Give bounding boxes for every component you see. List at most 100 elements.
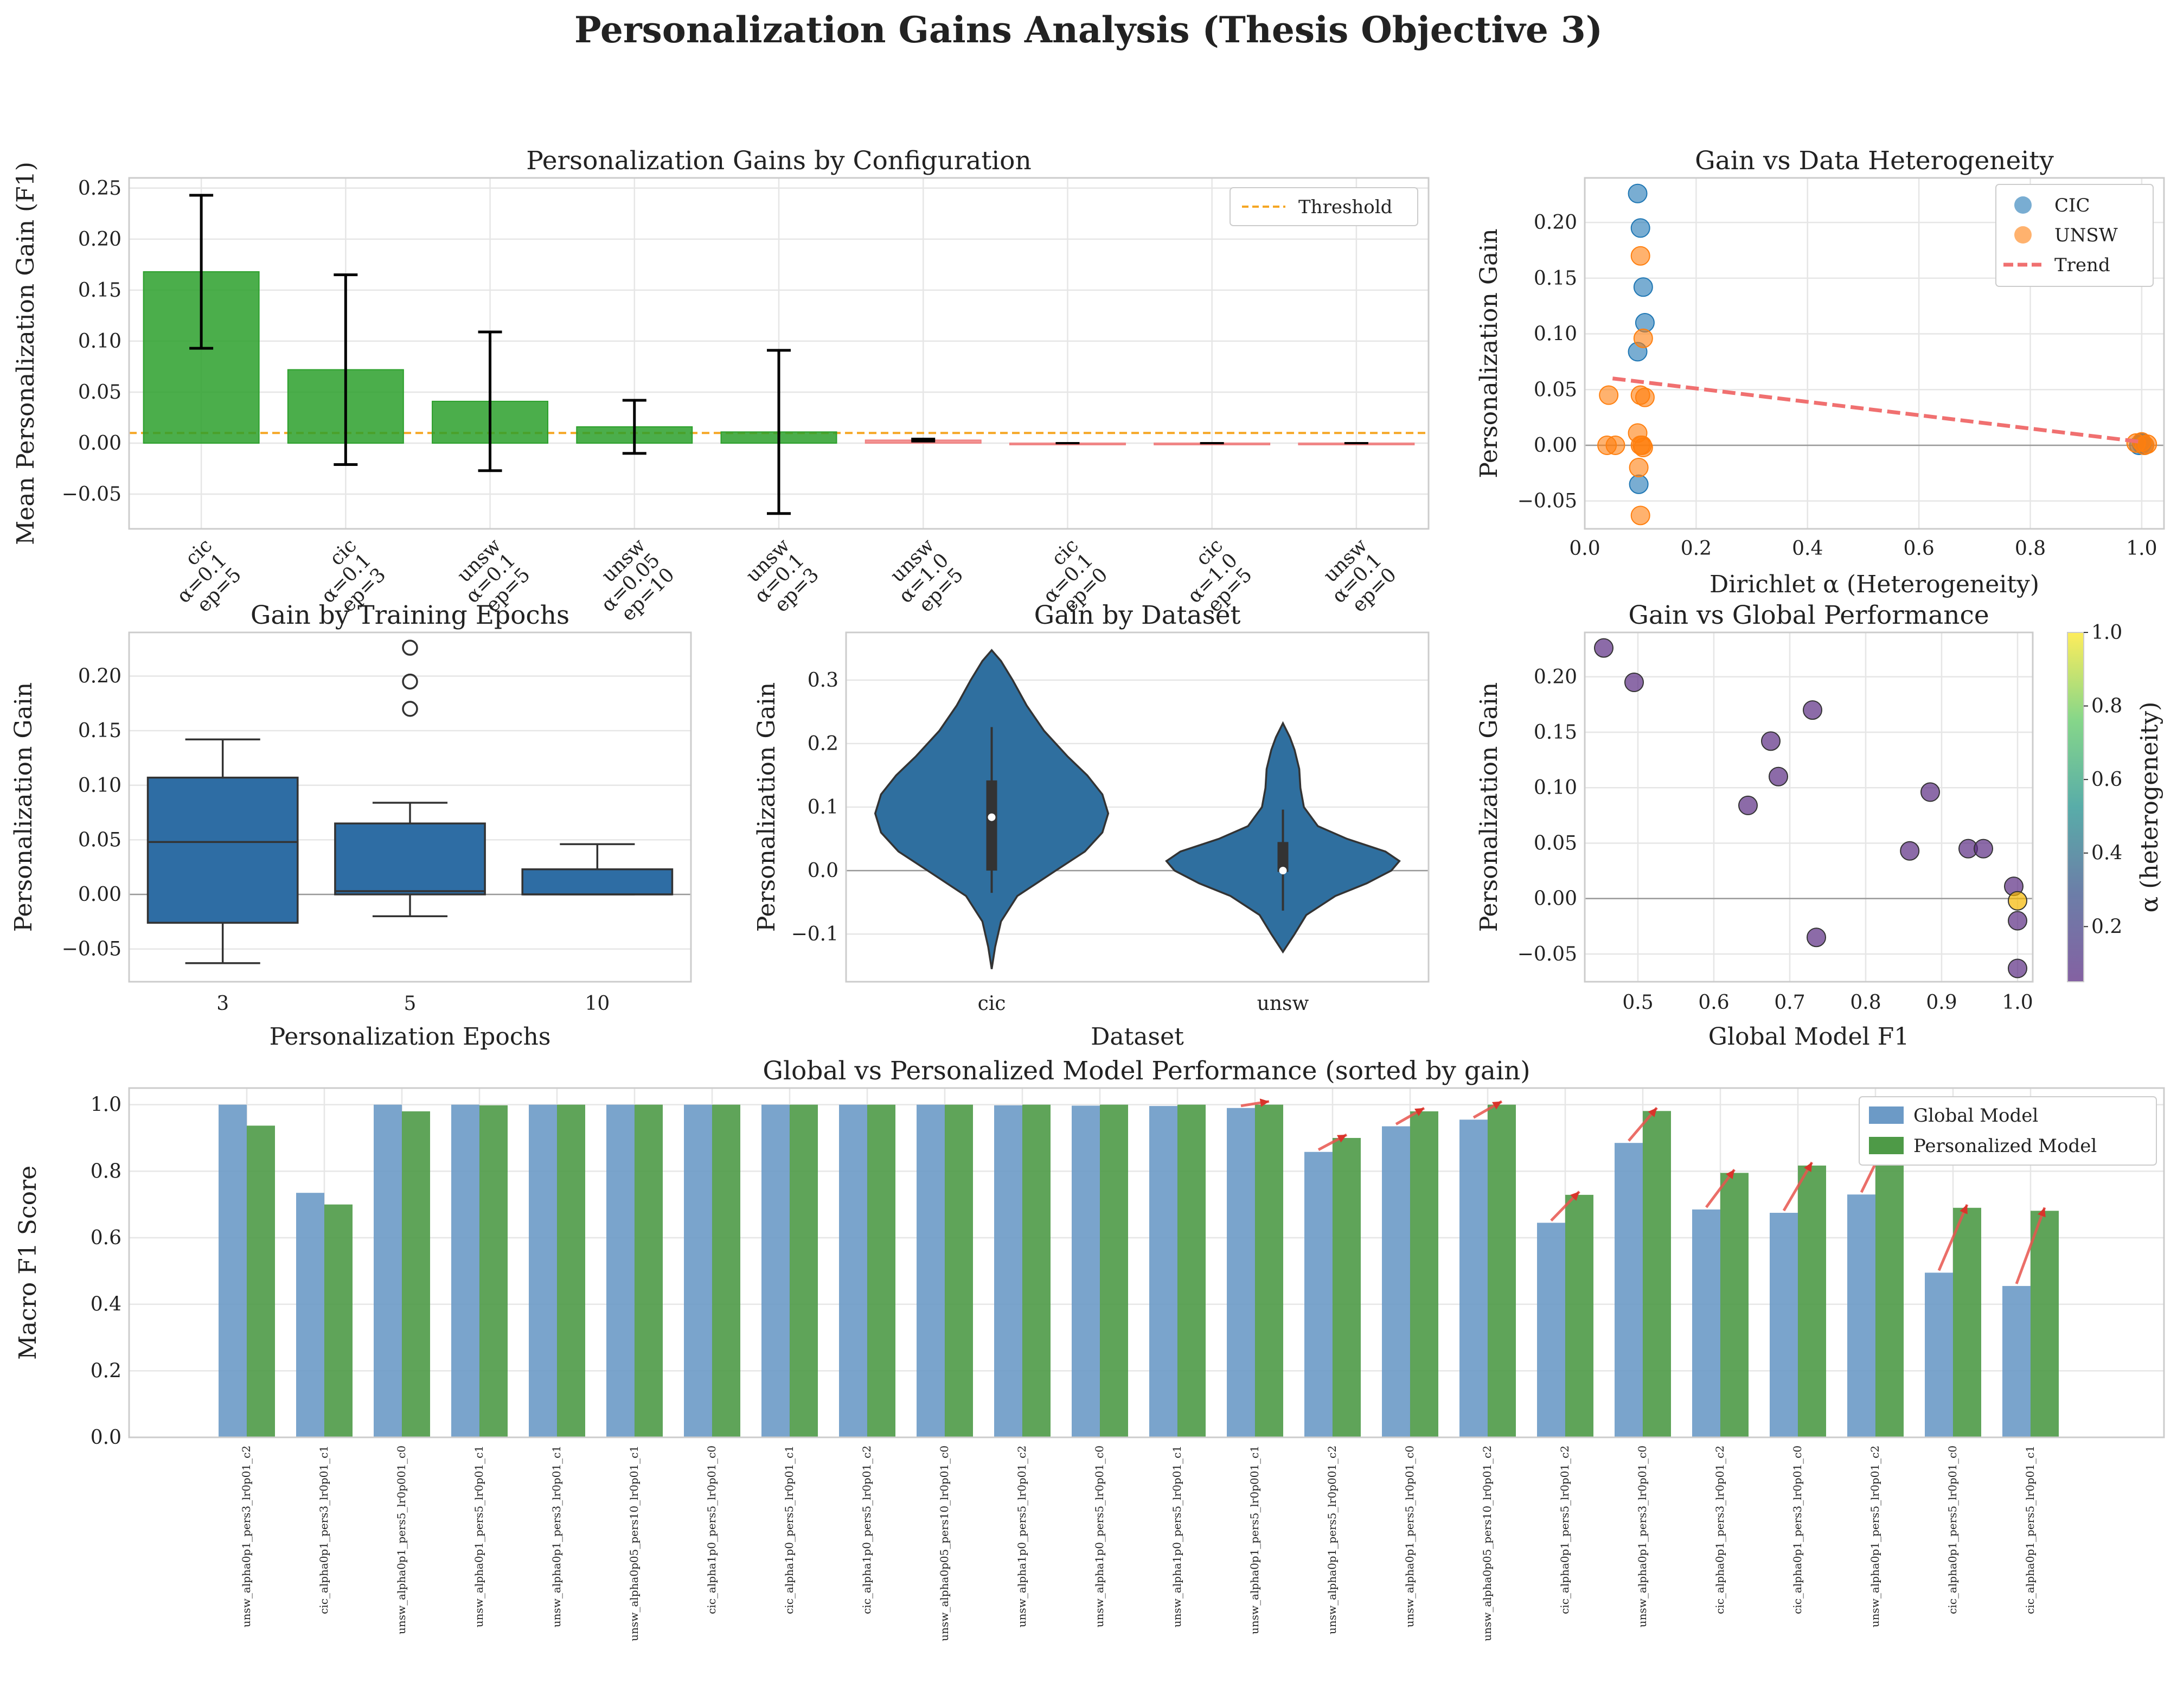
personalized-model-bar — [1565, 1194, 1593, 1437]
y-tick-label: 0.0 — [808, 860, 838, 882]
violin-median — [1279, 867, 1287, 875]
legend-trend-label: Trend — [2054, 254, 2110, 276]
legend-cic-marker — [2014, 196, 2032, 214]
colorbar — [2067, 632, 2084, 982]
y-tick-label: 0.8 — [91, 1160, 121, 1182]
axes-title: Global vs Personalized Model Performance… — [763, 1056, 1530, 1086]
y-tick-label: 0.15 — [78, 279, 121, 302]
y-axis-label: Personalization Gain — [1475, 682, 1503, 932]
x-tick-label: unsw_alpha0p1_pers5_lr0p001_c0 — [395, 1445, 408, 1634]
axes-title: Gain vs Data Heterogeneity — [1695, 146, 2054, 176]
personalized-model-bar — [1488, 1104, 1516, 1437]
x-tick-label: unsw_alpha0p05_pers10_lr0p01_c0 — [938, 1445, 951, 1641]
personalized-model-bar — [635, 1104, 663, 1437]
unsw-point — [1630, 506, 1650, 526]
unsw-point — [1599, 385, 1619, 405]
unsw-point — [1629, 458, 1649, 478]
x-axis-label: Dirichlet α (Heterogeneity) — [1709, 571, 2039, 598]
y-tick-label: 0.6 — [91, 1227, 121, 1249]
x-tick-label: cic_alpha0p1_pers5_lr0p01_c0 — [1946, 1445, 1959, 1614]
global-model-bar — [374, 1104, 402, 1437]
axes-title: Gain by Dataset — [1034, 600, 1241, 630]
y-tick-label: 0.20 — [78, 666, 121, 688]
global-model-bar — [296, 1193, 324, 1437]
y-tick-label: 0.05 — [78, 829, 121, 851]
gain-arrow-head — [1259, 1098, 1269, 1107]
y-tick-label: 0.1 — [808, 796, 838, 818]
y-tick-label: 0.20 — [78, 228, 121, 251]
x-tick-label: unsw_alpha0p05_pers10_lr0p01_c1 — [628, 1445, 641, 1641]
box-body — [521, 868, 674, 895]
colorbar-label: α (heterogeneity) — [2136, 702, 2163, 913]
gain-point — [2008, 958, 2027, 978]
global-model-bar — [1459, 1120, 1488, 1437]
personalized-model-bar — [324, 1204, 353, 1437]
y-tick-label: 0.2 — [91, 1360, 121, 1382]
axes-frame — [128, 631, 692, 983]
gain-point — [1594, 638, 1613, 658]
legend-box — [1859, 1096, 2157, 1166]
x-tick-label: unsw_alpha0p1_pers3_lr0p01_c1 — [550, 1445, 563, 1627]
y-tick-label: 0.3 — [808, 669, 838, 692]
x-tick-label: 0.8 — [1850, 991, 1881, 1014]
x-tick-label: unsw_alpha1p0_pers5_lr0p01_c0 — [1093, 1445, 1106, 1627]
box-outlier — [402, 701, 418, 717]
personalized-model-bar — [1410, 1111, 1438, 1437]
gain-point — [1920, 782, 1940, 802]
x-tick-label: 5 — [404, 993, 417, 1015]
x-tick-label: 0.6 — [1698, 991, 1729, 1014]
violin-iqr — [1277, 842, 1289, 872]
x-tick-label: unswα=0.1ep=5 — [447, 534, 535, 622]
gain-point — [1761, 731, 1781, 751]
colorbar-tick-label: 1.0 — [2091, 622, 2122, 644]
global-model-bar — [761, 1104, 790, 1437]
x-tick-label: cic_alpha1p0_pers5_lr0p01_c2 — [860, 1445, 873, 1614]
gain-arrow-head — [1648, 1108, 1657, 1117]
x-tick-label: unswα=0.05ep=10 — [582, 534, 679, 631]
legend-box — [1230, 187, 1418, 226]
global-model-bar — [606, 1104, 635, 1437]
chart-global-performance-scatter: −0.05 0.00 0.05 0.10 0.15 0.20 0.5 0.6 0.7 0.8 0.9… — [1475, 600, 2163, 1051]
colorbar-tick-label: 0.6 — [2091, 769, 2122, 791]
x-tick-label: unswα=1.0ep=5 — [880, 534, 968, 622]
personalized-model-bar — [1798, 1165, 1826, 1437]
x-tick-label: 0.8 — [2015, 538, 2046, 560]
global-model-bar — [451, 1104, 479, 1437]
gain-arrow-head — [1337, 1135, 1347, 1143]
x-axis-label: Dataset — [1091, 1023, 1184, 1051]
x-tick-label: 0.7 — [1774, 991, 1805, 1014]
x-tick-label: cic_alpha0p1_pers5_lr0p01_c2 — [1558, 1445, 1571, 1614]
y-tick-label: 0.00 — [1534, 888, 1577, 910]
personalized-model-bar — [2031, 1211, 2059, 1437]
x-tick-label: unsw_alpha0p05_pers10_lr0p01_c2 — [1481, 1445, 1494, 1641]
gain-arrow-head — [1570, 1191, 1579, 1201]
global-model-bar — [1227, 1108, 1255, 1437]
chart-dataset-violin: −0.1 0.0 0.1 0.2 0.3 cic unsw Gain by Dataset Pe… — [753, 600, 1430, 1051]
global-model-bar — [1537, 1223, 1565, 1437]
y-tick-label: 0.2 — [808, 733, 838, 755]
axes-title: Personalization Gains by Configuration — [526, 146, 1032, 176]
x-axis-label: Personalization Epochs — [270, 1023, 551, 1051]
legend-box — [1995, 184, 2154, 287]
y-tick-label: 0.10 — [1534, 777, 1577, 799]
gain-point — [1738, 795, 1758, 815]
personalized-model-bar — [247, 1125, 275, 1437]
y-tick-label: −0.05 — [1518, 943, 1577, 965]
box-body — [334, 822, 486, 895]
axes-title: Gain by Training Epochs — [251, 600, 569, 630]
axes-title: Gain vs Global Performance — [1628, 600, 1989, 630]
y-tick-label: 0.00 — [78, 432, 121, 455]
x-tick-label: cic_alpha0p1_pers3_lr0p01_c2 — [1713, 1445, 1726, 1614]
x-tick-label: cic_alpha1p0_pers5_lr0p01_c0 — [705, 1445, 718, 1614]
x-tick-label: unsw_alpha0p1_pers5_lr0p01_c2 — [1868, 1445, 1881, 1627]
gain-point — [1803, 700, 1822, 720]
x-tick-label: 1.0 — [2126, 538, 2157, 560]
personalized-model-bar — [1720, 1173, 1749, 1437]
personalized-model-bar — [1022, 1104, 1051, 1437]
x-tick-label: unswα=0.1ep=3 — [735, 534, 823, 622]
colorbar-tick-label: 0.8 — [2091, 695, 2122, 718]
unsw-point — [1633, 328, 1653, 348]
y-tick-label: 0.0 — [91, 1426, 121, 1449]
gain-arrow-head — [1804, 1162, 1812, 1172]
